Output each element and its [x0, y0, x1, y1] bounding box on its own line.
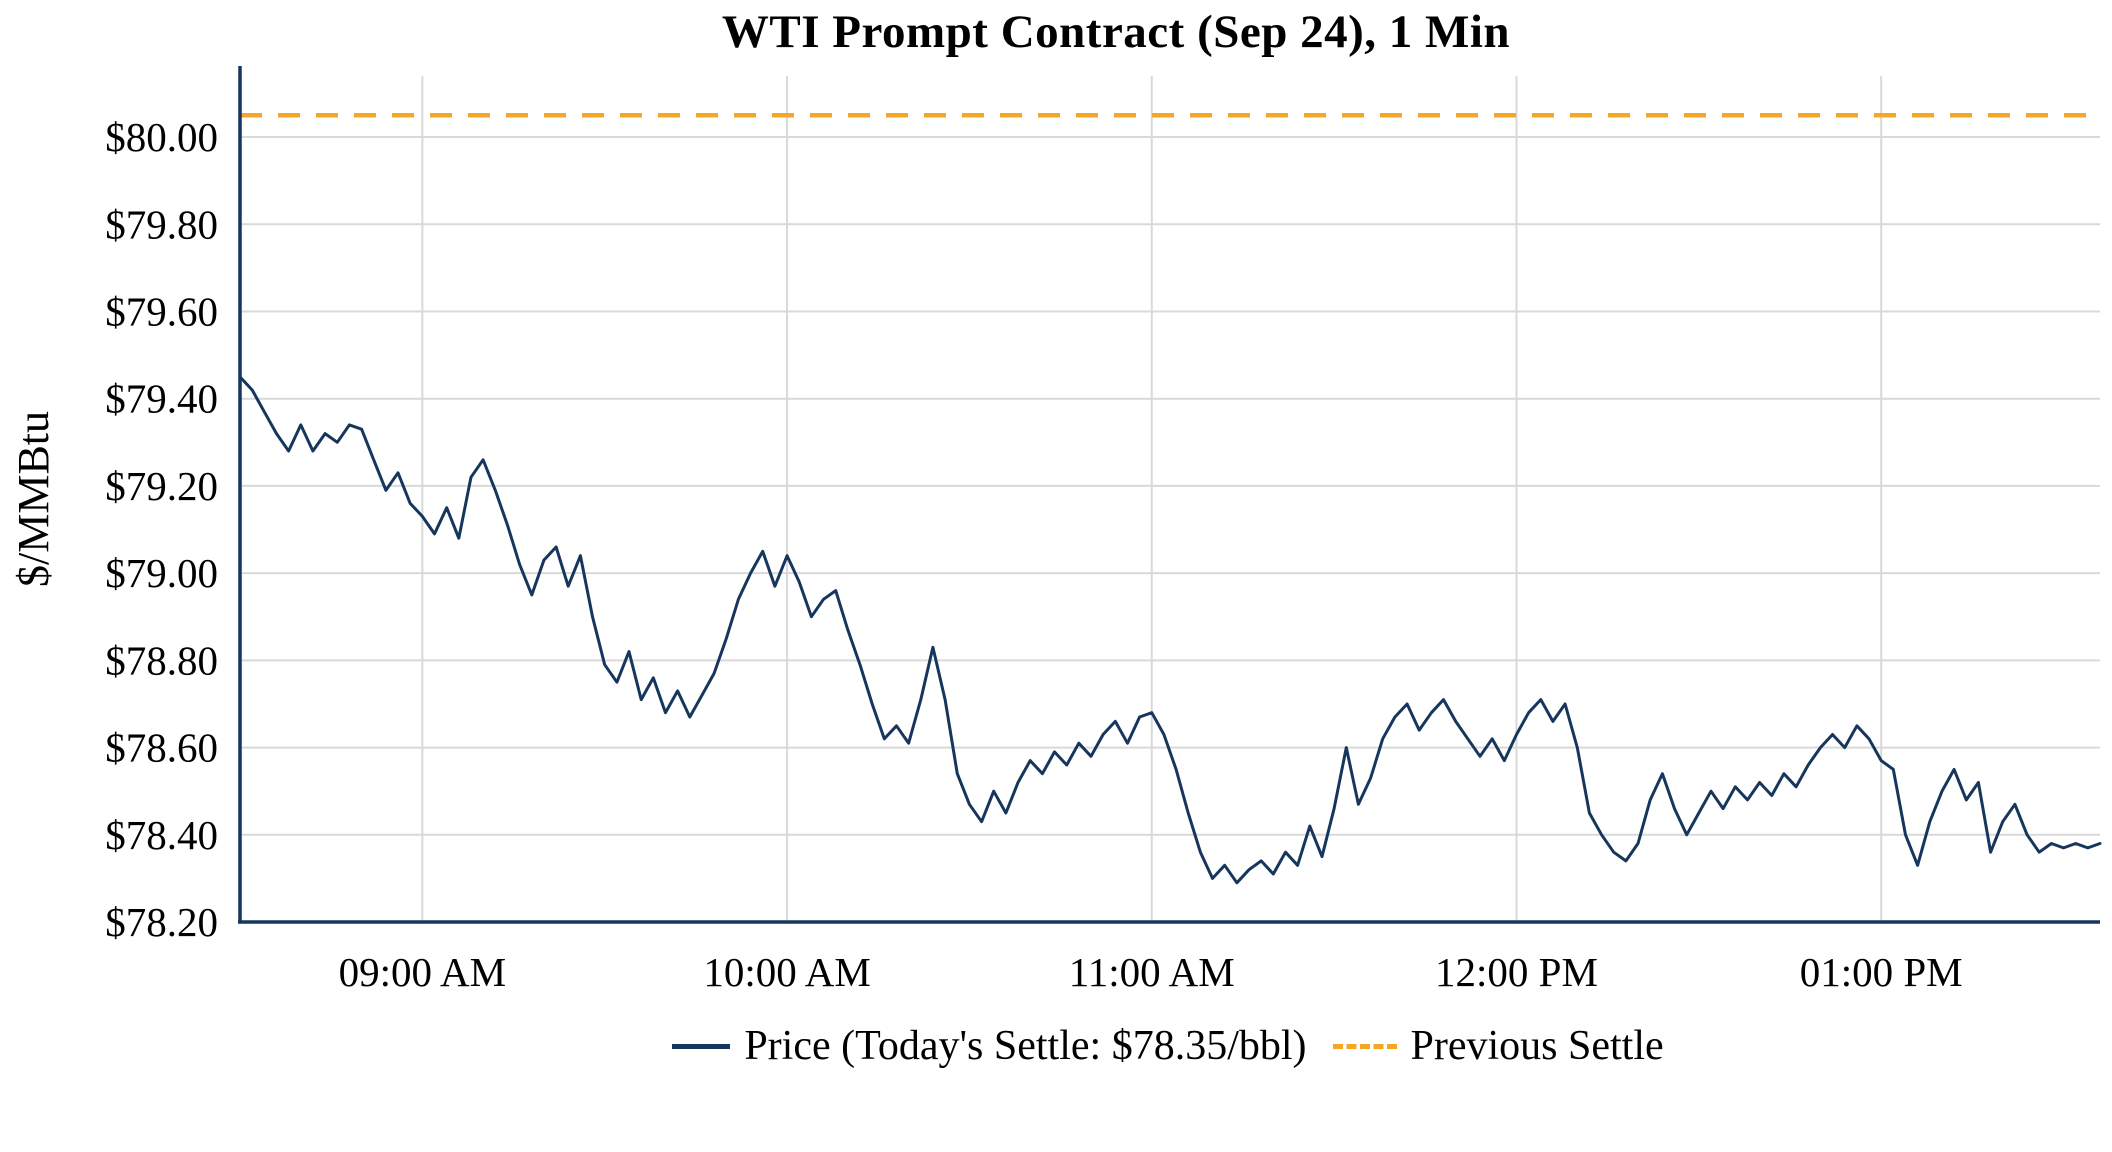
y-tick-label: $79.20	[105, 463, 218, 509]
x-tick-label: 12:00 PM	[1435, 949, 1598, 995]
x-tick-label: 11:00 AM	[1069, 949, 1235, 995]
chart-title: WTI Prompt Contract (Sep 24), 1 Min	[721, 6, 1511, 58]
x-tick-label: 10:00 AM	[703, 949, 870, 995]
legend-item-previous-settle: Previous Settle	[1332, 1022, 1664, 1070]
chart-legend: Price (Today's Settle: $78.35/bbl) Previ…	[112, 1022, 2112, 1070]
legend-previous-settle-label: Previous Settle	[1410, 1023, 1664, 1069]
x-tick-label: 01:00 PM	[1800, 949, 1963, 995]
y-tick-label: $79.60	[105, 288, 218, 334]
x-tick-label: 09:00 AM	[339, 949, 506, 995]
y-tick-label: $79.80	[105, 201, 218, 247]
y-tick-label: $79.00	[105, 550, 218, 596]
price-line	[238, 375, 2102, 885]
legend-item-price: Price (Today's Settle: $78.35/bbl)	[672, 1022, 1307, 1070]
previous-settle-marker-icon	[1332, 1043, 1397, 1049]
y-tick-label: $78.60	[105, 725, 218, 771]
y-tick-label: $78.40	[105, 812, 218, 858]
y-tick-label: $79.40	[105, 376, 218, 422]
y-tick-label: $78.20	[105, 899, 218, 945]
y-axis-title: $/MMBtu	[9, 411, 58, 587]
y-tick-label: $80.00	[105, 114, 218, 160]
legend-price-label: Price (Today's Settle: $78.35/bbl)	[744, 1023, 1307, 1069]
price-chart-canvas: $78.20 $78.40 $78.60 $78.80 $79.00 $79.20 $79.…	[9, 66, 2102, 995]
price-line-marker-icon	[672, 1043, 731, 1049]
y-tick-label: $78.80	[105, 637, 218, 683]
